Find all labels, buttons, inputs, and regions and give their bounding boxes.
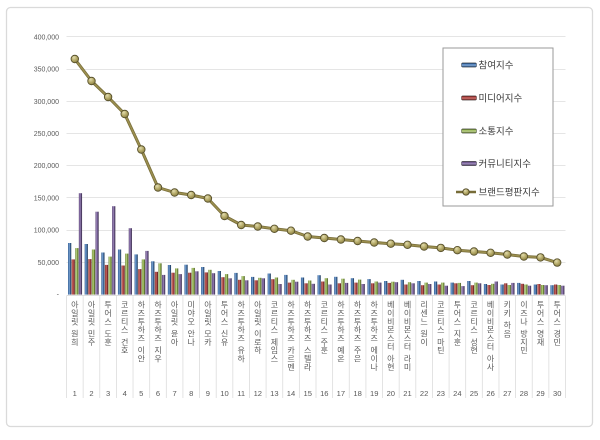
svg-text:10: 10 <box>220 389 228 398</box>
svg-text:29: 29 <box>536 389 544 398</box>
svg-text:브랜드평판지수: 브랜드평판지수 <box>479 187 540 198</box>
svg-text:350,000: 350,000 <box>34 67 59 74</box>
svg-text:11: 11 <box>237 389 245 398</box>
svg-text:22: 22 <box>420 389 428 398</box>
svg-text:200,000: 200,000 <box>34 163 59 170</box>
svg-text:5: 5 <box>139 389 143 398</box>
svg-text:100,000: 100,000 <box>34 228 59 235</box>
svg-text:참여지수: 참여지수 <box>479 59 514 71</box>
svg-text:250,000: 250,000 <box>34 131 59 138</box>
svg-text:20: 20 <box>387 389 395 398</box>
svg-text:25: 25 <box>470 389 478 398</box>
svg-text:23: 23 <box>437 389 445 398</box>
svg-text:150,000: 150,000 <box>34 195 59 202</box>
svg-text:400,000: 400,000 <box>34 34 59 41</box>
svg-text:13: 13 <box>270 389 278 398</box>
svg-text:4: 4 <box>123 389 127 398</box>
svg-text:24: 24 <box>453 389 461 398</box>
svg-text:27: 27 <box>503 389 511 398</box>
svg-text:-: - <box>57 292 60 299</box>
svg-text:9: 9 <box>206 389 210 398</box>
svg-text:1: 1 <box>73 389 77 398</box>
svg-text:15: 15 <box>303 389 311 398</box>
svg-text:19: 19 <box>370 389 378 398</box>
svg-text:16: 16 <box>320 389 328 398</box>
svg-text:7: 7 <box>172 389 176 398</box>
svg-text:소통지수: 소통지수 <box>479 126 514 137</box>
svg-text:6: 6 <box>156 389 160 398</box>
svg-text:30: 30 <box>553 389 561 398</box>
svg-text:커뮤니티지수: 커뮤니티지수 <box>479 159 532 170</box>
svg-text:8: 8 <box>189 389 193 398</box>
svg-text:50,000: 50,000 <box>38 260 60 267</box>
svg-text:3: 3 <box>106 389 110 398</box>
svg-text:28: 28 <box>520 389 528 398</box>
svg-text:2: 2 <box>89 389 93 398</box>
svg-text:26: 26 <box>486 389 494 398</box>
svg-text:미디어지수: 미디어지수 <box>479 93 523 104</box>
svg-text:21: 21 <box>403 389 411 398</box>
svg-text:14: 14 <box>287 389 295 398</box>
svg-text:12: 12 <box>254 389 262 398</box>
svg-text:300,000: 300,000 <box>34 99 59 106</box>
svg-text:18: 18 <box>353 389 361 398</box>
svg-text:17: 17 <box>337 389 345 398</box>
